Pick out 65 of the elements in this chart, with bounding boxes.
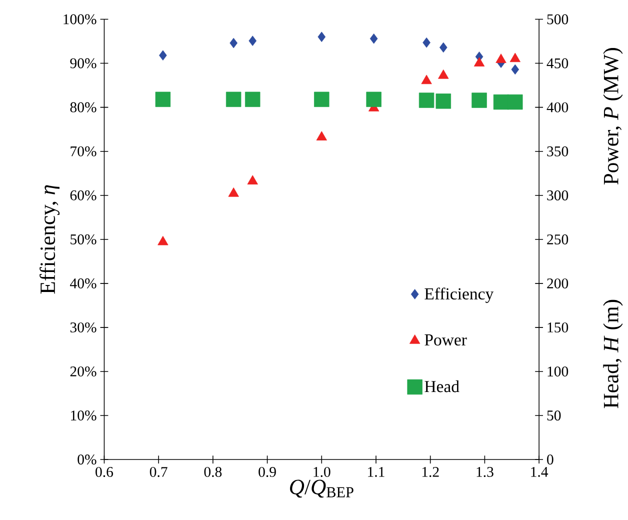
x-tick-label: 0.6: [96, 467, 114, 478]
y2-tick-label: 50: [547, 410, 561, 421]
point: [155, 92, 171, 108]
point: [493, 94, 509, 110]
point: [474, 57, 485, 67]
y-tick-label: 90%: [70, 58, 96, 68]
y-tick-label: 100%: [64, 14, 96, 24]
y-tick-label: 20%: [70, 366, 96, 377]
point: [370, 34, 378, 44]
x-tick-label: 0.9: [258, 467, 276, 478]
y2-tick-label: 100: [548, 366, 568, 377]
y2-tick-label: 300: [547, 190, 568, 200]
point: [158, 236, 168, 246]
point: [510, 52, 520, 62]
y2-tick-label: 250: [547, 234, 568, 244]
y-tick-label: 50%: [70, 234, 96, 245]
x-tick-label: 1.1: [368, 467, 384, 478]
y2-tick-label: 150: [548, 322, 568, 333]
x-tick-label: 1.2: [422, 467, 439, 478]
x-tick-label: 1.0: [314, 467, 330, 478]
y-tick-label: 70%: [70, 146, 96, 156]
y-tick-label: 40%: [70, 278, 96, 289]
point: [245, 92, 260, 108]
y2-tick-label: 350: [547, 146, 568, 156]
point: [438, 70, 449, 79]
point: [436, 94, 452, 109]
x-tick-label: 1.3: [476, 467, 494, 478]
x-tick-label: 1.4: [531, 467, 548, 478]
point: [508, 94, 523, 110]
point: [314, 92, 330, 108]
point: [318, 32, 326, 42]
y2-tick-label: 0: [547, 454, 554, 465]
legend-label: Efficiency: [424, 288, 494, 304]
y-axis-title: Efficiency, η: [40, 185, 60, 294]
y2-tick-label: 400: [546, 102, 568, 112]
y2-tick-label: 200: [547, 278, 568, 288]
y2-tick-label: 500: [547, 14, 568, 24]
point: [472, 92, 487, 108]
point: [366, 92, 382, 108]
text: Head, H (m): [603, 300, 623, 408]
point: [159, 50, 167, 61]
point: [511, 64, 520, 75]
point: [418, 92, 434, 108]
x-tick-label: 0.8: [204, 467, 222, 478]
y2-axis-title: Power, P (MW): [603, 48, 623, 185]
y-tick-label: 60%: [70, 190, 96, 200]
legend-label: Power: [424, 334, 467, 346]
y-tick-label: 0%: [78, 454, 96, 465]
y-tick-label: 80%: [70, 102, 96, 112]
point: [316, 131, 327, 141]
point: [496, 54, 506, 64]
point: [228, 188, 239, 197]
x-axis-title: Q/Q$_{BEP}$: [290, 480, 354, 498]
point: [230, 38, 238, 48]
legend-label: Head: [424, 380, 460, 392]
y2-tick-label: 450: [546, 58, 568, 68]
point: [421, 74, 432, 84]
point: [422, 38, 430, 48]
y-tick-label: 10%: [71, 410, 96, 421]
x-tick-label: 0.7: [150, 467, 168, 478]
y-tick-label: 30%: [70, 322, 96, 333]
point: [248, 36, 257, 46]
point: [247, 175, 258, 185]
point: [226, 92, 242, 108]
point: [439, 42, 448, 53]
